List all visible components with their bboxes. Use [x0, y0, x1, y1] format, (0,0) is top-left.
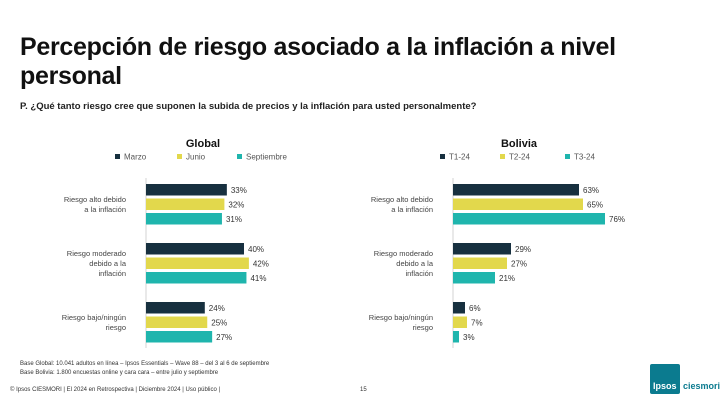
- legend-label-1-1: T2-24: [509, 153, 530, 162]
- bar-1-1-0: [453, 243, 511, 255]
- bar-0-0-2: [146, 213, 222, 225]
- legend-label-0-1: Junio: [186, 153, 206, 162]
- bar-value-label-0-0-1: 32%: [228, 200, 244, 209]
- logo-ciesmori-text: ciesmori: [683, 381, 720, 391]
- bar-value-label-0-2-2: 27%: [216, 333, 232, 342]
- survey-question: P. ¿Qué tanto riesgo cree que suponen la…: [20, 101, 477, 112]
- bar-1-0-0: [453, 184, 579, 196]
- bar-1-2-1: [453, 316, 467, 328]
- category-label-0-2-0: Riesgo bajo/ningún: [62, 313, 126, 322]
- category-label-0-0-1: a la inflación: [84, 205, 126, 214]
- logo-ipsos-text: Ipsos: [653, 381, 677, 391]
- category-label-1-0-1: a la inflación: [391, 205, 433, 214]
- bar-value-label-0-2-0: 24%: [209, 304, 225, 313]
- bar-value-label-1-0-2: 76%: [609, 215, 625, 224]
- bar-0-2-0: [146, 302, 205, 314]
- legend-swatch-0-0: [115, 154, 120, 159]
- bar-value-label-1-2-2: 3%: [463, 333, 475, 342]
- bar-1-0-1: [453, 198, 583, 210]
- bar-value-label-1-0-0: 63%: [583, 186, 599, 195]
- bar-0-2-2: [146, 331, 213, 343]
- bar-value-label-0-1-0: 40%: [248, 245, 264, 254]
- bar-0-1-0: [146, 243, 244, 255]
- ipsos-ciesmori-logo: Ipsos ciesmori: [650, 364, 720, 394]
- bar-1-2-0: [453, 302, 465, 314]
- category-label-1-1-0: Riesgo moderado: [374, 249, 433, 258]
- bar-value-label-0-2-1: 25%: [211, 318, 227, 327]
- bar-value-label-0-0-2: 31%: [226, 215, 242, 224]
- bar-value-label-1-0-1: 65%: [587, 200, 603, 209]
- bar-1-2-2: [453, 331, 459, 343]
- copyright-text: © Ipsos CIESMORI | El 2024 en Retrospect…: [10, 387, 221, 393]
- logo-box: [650, 364, 680, 394]
- legend-swatch-1-0: [440, 154, 445, 159]
- footnote-base-global: Base Global: 10.041 adultos en línea – I…: [20, 361, 270, 367]
- page-number: 15: [360, 387, 367, 393]
- bar-value-label-0-1-1: 42%: [253, 259, 269, 268]
- bar-0-2-1: [146, 316, 208, 328]
- legend-swatch-0-1: [177, 154, 182, 159]
- bar-1-1-2: [453, 272, 495, 284]
- chart-title-1: Bolivia: [501, 138, 538, 150]
- category-label-1-2-1: riesgo: [413, 323, 433, 332]
- legend-swatch-1-2: [565, 154, 570, 159]
- category-label-1-0-0: Riesgo alto debido: [371, 195, 433, 204]
- bar-value-label-1-2-1: 7%: [471, 318, 483, 327]
- category-label-1-1-1: debido a la: [396, 259, 434, 268]
- bar-value-label-0-1-2: 41%: [250, 274, 266, 283]
- chart-title-0: Global: [186, 138, 220, 150]
- category-label-0-2-1: riesgo: [106, 323, 126, 332]
- bar-1-0-2: [453, 213, 605, 225]
- bar-value-label-1-1-2: 21%: [499, 274, 515, 283]
- legend-label-1-2: T3-24: [574, 153, 595, 162]
- category-label-0-1-2: inflación: [98, 269, 126, 278]
- bar-0-0-1: [146, 198, 225, 210]
- legend-label-1-0: T1-24: [449, 153, 470, 162]
- footnote-base-bolivia: Base Bolivia: 1.800 encuestas online y c…: [20, 370, 219, 376]
- bar-0-1-2: [146, 272, 247, 284]
- category-label-0-0-0: Riesgo alto debido: [64, 195, 126, 204]
- category-label-0-1-0: Riesgo moderado: [67, 249, 126, 258]
- bar-0-1-1: [146, 257, 249, 269]
- bar-0-0-0: [146, 184, 227, 196]
- bar-1-1-1: [453, 257, 507, 269]
- bar-value-label-1-2-0: 6%: [469, 304, 481, 313]
- category-label-1-1-2: inflación: [405, 269, 433, 278]
- category-label-0-1-1: debido a la: [89, 259, 127, 268]
- legend-label-0-0: Marzo: [124, 153, 147, 162]
- legend-swatch-1-1: [500, 154, 505, 159]
- bar-value-label-1-1-1: 27%: [511, 259, 527, 268]
- legend-swatch-0-2: [237, 154, 242, 159]
- page-title: Percepción de riesgo asociado a la infla…: [20, 33, 616, 90]
- bar-value-label-1-1-0: 29%: [515, 245, 531, 254]
- bar-value-label-0-0-0: 33%: [231, 186, 247, 195]
- legend-label-0-2: Septiembre: [246, 153, 287, 162]
- category-label-1-2-0: Riesgo bajo/ningún: [369, 313, 433, 322]
